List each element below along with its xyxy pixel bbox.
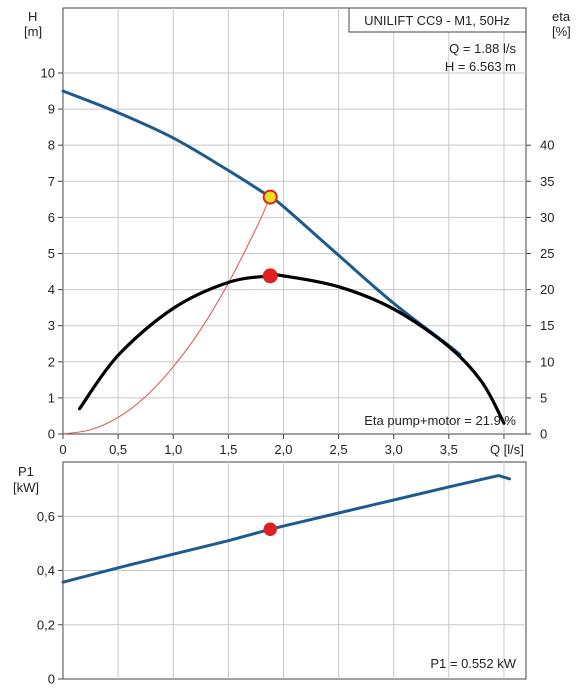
- p1-series: [61, 474, 511, 584]
- P1-point-marker: [263, 522, 277, 537]
- x-tick-label: 0,5: [109, 442, 127, 457]
- h-tick-label: 8: [48, 138, 55, 153]
- h-axis-unit: [m]: [24, 24, 42, 39]
- h-annotation: H = 6.563 m: [445, 59, 516, 74]
- x-tick-label: 1,0: [164, 442, 182, 457]
- eta-tick-label: 25: [540, 246, 554, 261]
- q-annotation: Q = 1.88 l/s: [449, 41, 516, 56]
- x-tick-label: Q [l/s]: [490, 442, 524, 457]
- h-tick-label: 2: [48, 354, 55, 369]
- h-tick-label: 7: [48, 174, 55, 189]
- h-tick-label: 6: [48, 210, 55, 225]
- h-tick-label: 3: [48, 318, 55, 333]
- eta-tick-label: 0: [540, 427, 547, 442]
- eta-point-marker: [262, 268, 278, 284]
- chart-title: UNILIFT CC9 - M1, 50Hz: [364, 13, 510, 28]
- p1-chart: 0 0,2 0,4 0,6 P1 [kW] P1 = 0.552 kW: [13, 461, 527, 687]
- eta-tick-label: 10: [540, 354, 554, 369]
- eta-tick-label: 5: [540, 390, 547, 405]
- h-tick-label: 10: [41, 65, 55, 80]
- system-curve-curve: [62, 196, 271, 435]
- h-tick-label: 1: [48, 390, 55, 405]
- x-tick-label: 3,0: [385, 442, 403, 457]
- h-axis-label: H: [28, 9, 37, 24]
- h-tick-label: 9: [48, 102, 55, 117]
- p1-tick-labels: 0 0,2 0,4 0,6: [37, 509, 63, 687]
- p1-axis-label: P1: [18, 464, 34, 479]
- x-tick-label: 2,0: [274, 442, 292, 457]
- eta-axis-unit: [%]: [552, 24, 571, 39]
- hq-chart: 0 0,5 1,0 1,5 2,0 2,5 3,0 3,5 Q [l/s] 0 1 2 3 4 5 6 7 8 9 1…: [24, 7, 571, 457]
- hq-series: [61, 89, 506, 435]
- h-tick-label: 5: [48, 246, 55, 261]
- x-tick-label: 1,5: [219, 442, 237, 457]
- x-tick-label: 3,5: [440, 442, 458, 457]
- p1-annotation: P1 = 0.552 kW: [430, 656, 516, 671]
- p1-tick-label: 0,2: [37, 617, 55, 632]
- h-tick-label: 4: [48, 282, 55, 297]
- eta-tick-label: 15: [540, 318, 554, 333]
- hq-tick-labels: 0 0,5 1,0 1,5 2,0 2,5 3,0 3,5 Q [l/s] 0 1 2 3 4 5 6 7 8 9 1…: [41, 65, 555, 457]
- x-tick-label: 0: [59, 442, 66, 457]
- p1-axis-unit: [kW]: [13, 480, 39, 495]
- eta-tick-label: 30: [540, 210, 554, 225]
- p1-grid: [63, 462, 526, 679]
- h-tick-label: 0: [48, 427, 55, 442]
- eta-curve: [77, 273, 506, 425]
- hq-grid: [63, 8, 526, 434]
- eta-annotation: Eta pump+motor = 21.9 %: [364, 413, 516, 428]
- eta-tick-label: 40: [540, 138, 554, 153]
- P1-curve: [61, 474, 511, 584]
- p1-tick-label: 0,4: [37, 563, 55, 578]
- H-point-marker: [262, 189, 278, 205]
- eta-tick-label: 20: [540, 282, 554, 297]
- chart-title-box: [348, 7, 527, 33]
- x-tick-label: 2,5: [330, 442, 348, 457]
- eta-axis-label: eta: [552, 9, 571, 24]
- eta-tick-label: 35: [540, 174, 554, 189]
- p1-tick-label: 0: [48, 672, 55, 687]
- p1-tick-label: 0,6: [37, 509, 55, 524]
